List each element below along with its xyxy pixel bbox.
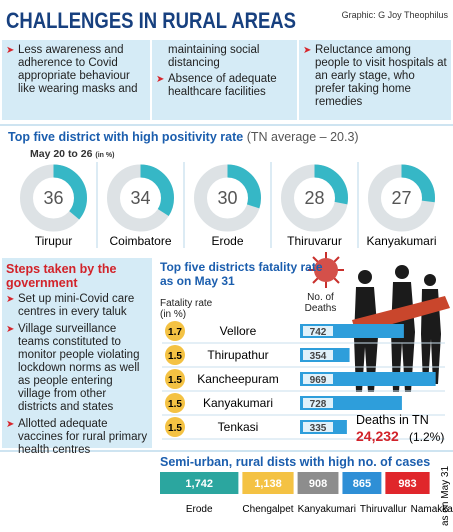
donut-label: Tirupur (35, 234, 73, 248)
chart-title: Top five district with high positivity r… (8, 130, 244, 144)
category-label: Kanyakumari (298, 504, 356, 515)
chart-subtitle: (TN average – 20.3) (246, 130, 359, 144)
donut-value: 36 (43, 188, 63, 208)
annotation-total: 24,232 (356, 428, 399, 444)
illustration (308, 252, 450, 392)
category-label: Thiruvallur (360, 504, 407, 515)
challenge-item: maintaining social distancing (168, 44, 260, 69)
case-box (385, 472, 430, 494)
category-label: Thirupathur (207, 348, 268, 362)
bar-value-bg (303, 326, 333, 336)
steps-title: Steps taken by the government (6, 262, 117, 290)
donut-value: 34 (130, 188, 150, 208)
donut-arc (281, 164, 348, 232)
rate-marker (165, 369, 185, 389)
donut-arc (194, 164, 261, 232)
donut-value: 30 (217, 188, 237, 208)
annotation-label: Deaths in TN (356, 413, 429, 427)
bar-value: 354 (310, 351, 327, 362)
rate-value: 1.5 (168, 351, 182, 362)
rate-value: 1.5 (168, 399, 182, 410)
chart-title: Top five district with high positivity r… (8, 130, 448, 144)
category-label: Chengalpet (242, 504, 293, 515)
unit: (in %) (95, 152, 115, 159)
case-value: 865 (353, 478, 371, 490)
chart-title: Top five districts fatality rate as on M… (160, 260, 323, 288)
challenge-item: Absence of adequate healthcare facilitie… (156, 73, 294, 99)
case-box (342, 472, 382, 494)
case-value: 1,742 (185, 478, 213, 490)
step-item: Set up mini-Covid care centres in every … (6, 293, 148, 319)
period: May 20 to 26 (in %) (30, 148, 114, 162)
donut-arc (20, 164, 87, 232)
challenge-column: Less awareness and adherence to Covid ap… (6, 44, 146, 99)
bar-value: 728 (310, 399, 327, 410)
virus-icon (308, 252, 344, 288)
bar-value-bg (303, 398, 333, 408)
donut-value: 27 (391, 188, 411, 208)
donut-label: Thiruvarur (287, 234, 342, 248)
bar-value: 335 (310, 423, 327, 434)
series-header: No. of Deaths (304, 292, 337, 314)
donut-arc (107, 164, 174, 232)
category-label: Kancheepuram (197, 372, 278, 386)
step-item: Allotted adequate vaccines for rural pri… (6, 418, 148, 457)
challenge-item: Less awareness and adherence to Covid ap… (6, 44, 146, 96)
case-box (160, 472, 239, 494)
case-box (297, 472, 339, 494)
series-header: Fatality rate (in %) (160, 298, 213, 320)
category-label: Vellore (220, 324, 257, 338)
step-item: Village surveillance teams constituted t… (6, 323, 148, 414)
bar-value-bg (303, 374, 333, 384)
bar (300, 372, 436, 386)
challenge-column: Reluctance among people to visit hospita… (303, 44, 447, 112)
bar-value: 742 (310, 327, 327, 338)
rate-marker (165, 321, 185, 341)
donut-label: Kanyakumari (366, 234, 436, 248)
donut-value: 28 (304, 188, 324, 208)
donut-label: Coimbatore (109, 234, 171, 248)
period: May 20 to 26 (30, 148, 93, 160)
rate-marker (165, 345, 185, 365)
category-label: Kanyakumari (203, 396, 273, 410)
case-value: 983 (398, 478, 416, 490)
bar-value: 969 (310, 375, 327, 386)
category-label: Namakkal (411, 504, 453, 515)
rate-marker (165, 393, 185, 413)
donut-arc (368, 164, 435, 232)
category-label: Tenkasi (218, 420, 259, 434)
bar-value-bg (303, 350, 333, 360)
title: CHALLENGES IN RURAL AREAS (6, 8, 296, 33)
rate-value: 1.5 (168, 375, 182, 386)
category-label: Erode (186, 504, 213, 515)
rate-value: 1.7 (168, 327, 182, 338)
case-value: 908 (309, 478, 327, 490)
steps: Steps taken by the government Set up mini… (6, 262, 148, 461)
rate-value: 1.5 (168, 423, 182, 434)
challenge-column: maintaining social distancing Absence of … (156, 44, 294, 102)
credit: Graphic: G Joy Theophilus (342, 10, 449, 20)
case-value: 1,138 (254, 478, 282, 490)
rate-marker (165, 417, 185, 437)
annotation-rate: (1.2%) (409, 430, 444, 444)
note: as on May 31 (440, 466, 451, 526)
bar-value-bg (303, 422, 333, 432)
case-box (242, 472, 294, 494)
challenge-item: Reluctance among people to visit hospita… (303, 44, 447, 109)
chart-title: Semi-urban, rural dists with high no. of… (160, 455, 431, 469)
donut-label: Erode (211, 234, 243, 248)
